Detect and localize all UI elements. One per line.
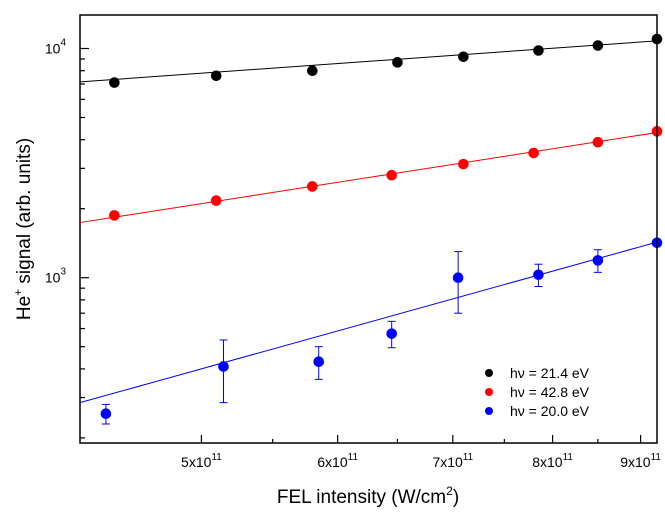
data-point-series-3 [533,269,544,281]
data-point-series-3 [218,361,229,372]
data-point-series-3 [452,272,464,283]
data-point-series-1 [307,65,318,77]
data-point-series-2 [528,147,539,159]
data-point-series-1 [210,70,222,82]
fit-lines [79,40,658,404]
data-point-series-1 [533,45,544,56]
x-tick-label: 8x1011 [532,452,573,470]
fit-line-series-3 [79,241,658,404]
legend-item: hν = 20.0 eV [485,403,590,419]
data-point-series-1 [109,77,120,88]
plot-frame [79,14,658,444]
data-point-series-3 [386,328,397,339]
x-axis: 5x1011 6x1011 7x1011 8x1011 9x1011 [181,435,661,470]
fit-line-series-1 [79,40,658,83]
data-point-series-2 [592,136,604,148]
data-point-series-2 [386,169,397,181]
y-axis-title: He+ signal (arb. units) [11,138,35,320]
legend-item: hν = 21.4 eV [485,365,590,381]
y-tick-label: 103 [45,267,67,286]
legend-marker [485,369,493,377]
legend: hν = 21.4 eV hν = 42.8 eV hν = 20.0 eV [485,365,590,419]
data-point-series-2 [307,181,318,192]
legend-label: hν = 21.4 eV [510,365,590,381]
legend-item: hν = 42.8 eV [485,384,590,400]
x-tick-label: 7x1011 [432,452,473,470]
legend-marker [485,407,493,415]
legend-label: hν = 42.8 eV [510,384,590,400]
legend-label: hν = 20.0 eV [510,403,590,419]
y-tick-label: 104 [45,37,67,56]
data-points [100,33,663,420]
y-axis: 103 104 [45,37,89,439]
x-tick-label: 5x1011 [181,452,222,470]
data-point-series-2 [109,210,120,221]
data-point-series-1 [592,40,604,51]
legend-marker [485,388,493,396]
x-tick-label: 6x1011 [317,452,358,470]
data-point-series-1 [392,57,403,68]
data-point-series-3 [100,408,112,420]
x-tick-label: 9x1011 [620,452,661,470]
data-point-series-2 [458,158,469,170]
data-point-series-3 [313,356,325,367]
x-axis-title: FEL intensity (W/cm2) [277,484,459,508]
data-point-series-2 [210,195,222,206]
fit-line-series-2 [79,132,658,224]
data-point-series-1 [458,51,469,63]
data-point-series-3 [592,255,604,266]
